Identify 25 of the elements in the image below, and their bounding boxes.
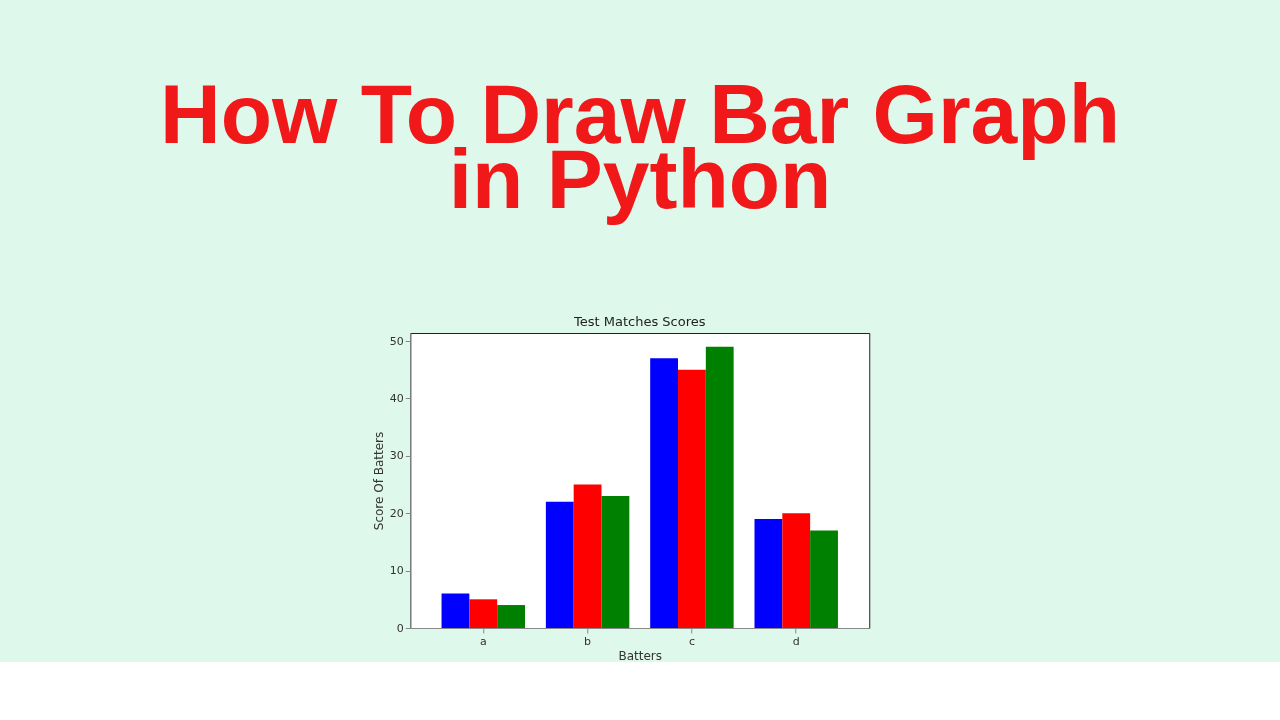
x-tick-label: d	[792, 634, 800, 648]
bar	[650, 358, 678, 628]
y-tick-label: 20	[389, 506, 404, 520]
bar	[497, 605, 525, 628]
x-tick-label: c	[688, 634, 695, 648]
bar	[545, 501, 574, 628]
chart-title: Test Matches Scores	[573, 314, 706, 329]
bar	[782, 513, 811, 628]
x-tick-label: b	[584, 634, 592, 648]
y-tick-label: 40	[389, 391, 404, 405]
y-tick-label: 30	[389, 449, 404, 463]
y-tick-label: 50	[389, 334, 404, 348]
bar	[810, 530, 838, 628]
x-tick-label: a	[479, 634, 487, 648]
bar	[573, 484, 602, 628]
y-tick-label: 10	[389, 564, 404, 578]
bar	[441, 593, 470, 628]
y-axis-title: Score Of Batters	[371, 431, 386, 531]
bar	[601, 496, 630, 628]
x-axis-title: Batters	[618, 648, 663, 663]
bar	[705, 346, 734, 628]
bar	[469, 599, 498, 628]
y-tick-label: 0	[396, 621, 404, 635]
bar	[678, 369, 706, 628]
bar	[754, 518, 783, 628]
